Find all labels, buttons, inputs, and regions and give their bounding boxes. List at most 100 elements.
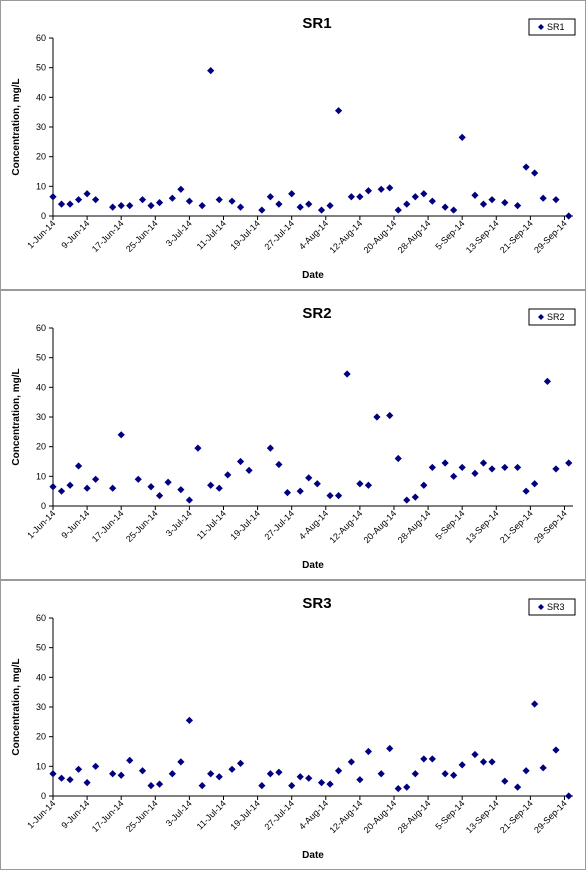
y-tick-label: 50 [36,63,46,73]
data-point [539,764,547,772]
data-point [57,487,66,495]
data-point [245,466,253,474]
data-point [539,194,547,202]
data-point [420,190,428,198]
data-point [394,784,402,793]
y-tick-label: 40 [36,92,46,102]
x-tick-label: 5-Sep-14 [433,218,466,251]
data-point [501,463,509,472]
data-point [411,770,419,778]
data-point [394,454,402,463]
x-tick-label: 25-Jun-14 [124,218,160,254]
data-point [364,747,373,756]
x-tick-label: 21-Sep-14 [498,798,535,835]
x-tick-label: 3-Jul-14 [164,798,194,828]
data-point [531,169,539,177]
data-point [513,783,522,791]
data-point [411,493,419,501]
x-tick-label: 12-Aug-14 [328,218,365,255]
data-point [117,202,125,210]
y-tick-label: 10 [36,761,46,771]
data-point [117,431,125,439]
y-tick-label: 30 [36,702,46,712]
x-tick-label: 28-Aug-14 [396,508,433,545]
data-point [513,463,522,472]
data-point [343,370,351,378]
data-point [513,202,522,210]
data-point [275,768,283,776]
data-point [305,774,313,782]
data-point [275,200,283,208]
data-point [313,480,321,488]
data-point [194,444,202,452]
data-point [479,200,488,208]
data-point [479,459,488,467]
x-tick-label: 12-Aug-14 [328,508,365,545]
x-tick-label: 20-Aug-14 [362,508,399,545]
x-tick-label: 19-Jul-14 [228,798,262,832]
x-tick-label: 11-Jul-14 [195,218,228,251]
data-point [134,475,142,483]
chart-panel-sr1: SR1 0 10 20 30 40 50 60 1-Jun-14 9-Jun-14 17-Jun-1… [0,0,586,290]
data-point [258,206,266,214]
data-point [147,202,155,210]
x-tick-label: 21-Sep-14 [498,218,535,255]
y-tick-label: 40 [36,672,46,682]
data-point [92,762,100,770]
data-point [488,465,496,473]
data-point [168,770,176,778]
x-tick-label: 25-Jun-14 [124,798,160,834]
x-tick-label: 25-Jun-14 [124,508,160,544]
y-axis-label: Concentration, mg/L [11,368,22,465]
data-point [155,199,164,207]
data-point [471,191,479,199]
data-point [364,187,373,195]
x-tick-label: 4-Aug-14 [297,508,330,541]
data-point [185,496,193,504]
chart-title: SR2 [302,305,331,322]
legend-label: SR2 [547,312,565,322]
x-tick-label: 13-Sep-14 [464,798,501,835]
chart-sr1: SR1 0 10 20 30 40 50 60 1-Jun-14 9-Jun-1417-Jun-1… [11,15,576,281]
data-point [126,756,134,764]
data-point [522,767,530,775]
data-point [109,770,117,778]
data-point [441,459,449,467]
data-point [450,771,458,779]
data-point [347,193,355,201]
data-point [215,773,223,781]
legend-box [528,598,576,616]
chart-title: SR3 [302,595,331,612]
chart-panel-sr2: SR2 0 10 20 30 40 50 60 1-Jun-14 9-Jun-14 17-Jun-1… [0,290,586,580]
y-tick-label: 20 [36,152,46,162]
legend-label: SR1 [547,22,565,32]
data-point [49,193,57,201]
data-point [49,483,57,491]
x-tick-label: 9-Jun-14 [59,798,91,830]
x-axis-label: Date [302,270,324,281]
data-point [207,770,215,778]
x-tick-label: 13-Sep-14 [464,218,501,255]
x-tick-label: 21-Sep-14 [498,508,535,545]
data-point [126,202,134,210]
data-point [177,185,185,193]
data-point [138,196,147,204]
data-point [522,163,530,171]
data-point [207,67,215,75]
x-axis-label: Date [302,560,324,571]
data-point [198,202,206,210]
data-point [49,770,57,778]
data-point [109,484,117,492]
legend-marker [538,314,544,320]
data-point [155,492,164,500]
x-tick-label: 9-Jun-14 [59,508,91,540]
data-point [215,484,223,492]
data-point [57,774,66,782]
data-point [458,463,466,472]
x-tick-label: 28-Aug-14 [396,798,433,835]
data-point [441,203,449,211]
data-point [224,471,232,479]
y-tick-label: 30 [36,122,46,132]
x-tick-label: 17-Jun-14 [90,508,126,544]
